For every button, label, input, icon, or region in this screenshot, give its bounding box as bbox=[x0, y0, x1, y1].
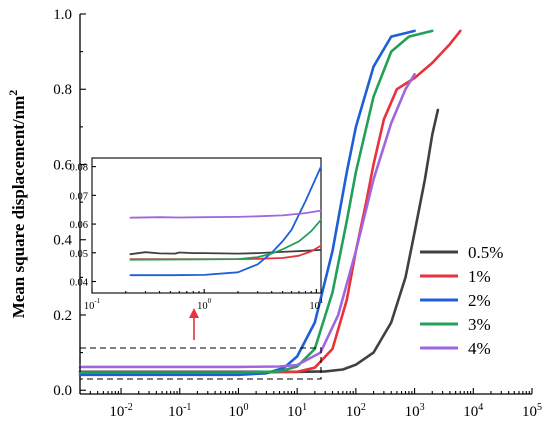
inset-series-line bbox=[129, 249, 322, 256]
y-tick-label: 0.6 bbox=[53, 157, 72, 173]
x-tick-label-exponent: 4 bbox=[478, 402, 483, 413]
inset-x-tick-label-exponent: 0 bbox=[208, 297, 212, 305]
x-tick-label-base: 10 bbox=[168, 404, 183, 420]
x-tick-label-exponent: -2 bbox=[124, 402, 132, 413]
x-tick-label: 10-2 bbox=[109, 402, 132, 420]
x-tick-label-base: 10 bbox=[522, 404, 537, 420]
x-tick-label-exponent: 5 bbox=[537, 402, 542, 413]
x-tick-label: 103 bbox=[405, 402, 425, 420]
x-tick-label-base: 10 bbox=[405, 404, 420, 420]
x-tick-label-exponent: -1 bbox=[183, 402, 191, 413]
x-tick-label: 100 bbox=[228, 402, 248, 420]
inset-x-tick-label-exponent: -1 bbox=[94, 297, 100, 305]
inset-y-tick-label: 0.07 bbox=[70, 191, 88, 202]
y-tick-label: 0.2 bbox=[53, 308, 72, 324]
x-tick-label-base: 10 bbox=[228, 404, 243, 420]
zoom-region-box bbox=[79, 347, 322, 380]
inset-x-tick-label-exponent: 1 bbox=[320, 297, 324, 305]
inset-x-tick-label-base: 10 bbox=[84, 301, 95, 312]
y-tick-label: 0.8 bbox=[53, 82, 72, 98]
x-tick-label-exponent: 1 bbox=[302, 402, 307, 413]
series-line bbox=[78, 29, 416, 377]
x-tick-label-base: 10 bbox=[346, 404, 361, 420]
x-tick-label: 10-1 bbox=[168, 402, 191, 420]
x-tick-label-base: 10 bbox=[109, 404, 124, 420]
series-line bbox=[78, 72, 416, 369]
inset-y-tick-label: 0.05 bbox=[70, 249, 88, 260]
legend: 0.5% 1% 2% 3% 4% bbox=[420, 243, 503, 358]
x-tick-label: 101 bbox=[287, 402, 307, 420]
inset-y-tick-label: 0.08 bbox=[70, 163, 88, 174]
y-axis-label-base: Mean square displacement/nm bbox=[9, 96, 28, 319]
x-tick-label: 102 bbox=[346, 402, 366, 420]
legend-label: 1% bbox=[468, 267, 491, 286]
inset-x-tick-label-base: 10 bbox=[309, 301, 320, 312]
legend-label: 2% bbox=[468, 291, 491, 310]
inset-y-tick-label: 0.06 bbox=[70, 220, 88, 231]
y-axis-label: Mean square displacement/nm2 bbox=[6, 90, 28, 319]
main-ticks: 10-2 10-1 100 101 102 103 104 1050.00.20.40.60.… bbox=[53, 7, 542, 420]
y-tick-label: 0.4 bbox=[53, 233, 72, 249]
y-axis-label-superscript: 2 bbox=[6, 90, 20, 96]
x-tick-label: 104 bbox=[463, 402, 483, 420]
x-tick-label-exponent: 2 bbox=[361, 402, 366, 413]
y-tick-label: 1.0 bbox=[53, 7, 72, 23]
legend-label: 0.5% bbox=[468, 243, 503, 262]
x-tick-label-base: 10 bbox=[287, 404, 302, 420]
inset-series-line bbox=[129, 218, 322, 261]
x-tick-label-base: 10 bbox=[463, 404, 478, 420]
series-line bbox=[78, 29, 462, 374]
inset-frame bbox=[91, 157, 322, 294]
inset-series bbox=[129, 165, 322, 277]
series-line bbox=[78, 29, 434, 374]
main-series bbox=[78, 29, 462, 377]
zoom-arrow-head bbox=[189, 308, 199, 318]
inset-series-line bbox=[129, 165, 322, 277]
inset-x-tick-label: 100 bbox=[197, 297, 212, 312]
y-tick-label: 0.0 bbox=[53, 383, 72, 399]
inset-x-tick-label: 10-1 bbox=[84, 297, 101, 312]
legend-label: 3% bbox=[468, 315, 491, 334]
inset-y-tick-label: 0.04 bbox=[70, 278, 89, 289]
legend-label: 4% bbox=[468, 339, 491, 358]
main-axes bbox=[79, 14, 532, 395]
inset-x-tick-label-base: 10 bbox=[197, 301, 208, 312]
x-tick-label: 105 bbox=[522, 402, 542, 420]
x-tick-label-exponent: 0 bbox=[243, 402, 248, 413]
inset-series-line bbox=[129, 209, 322, 219]
inset-x-tick-label: 101 bbox=[309, 297, 324, 312]
x-tick-label-exponent: 3 bbox=[420, 402, 425, 413]
